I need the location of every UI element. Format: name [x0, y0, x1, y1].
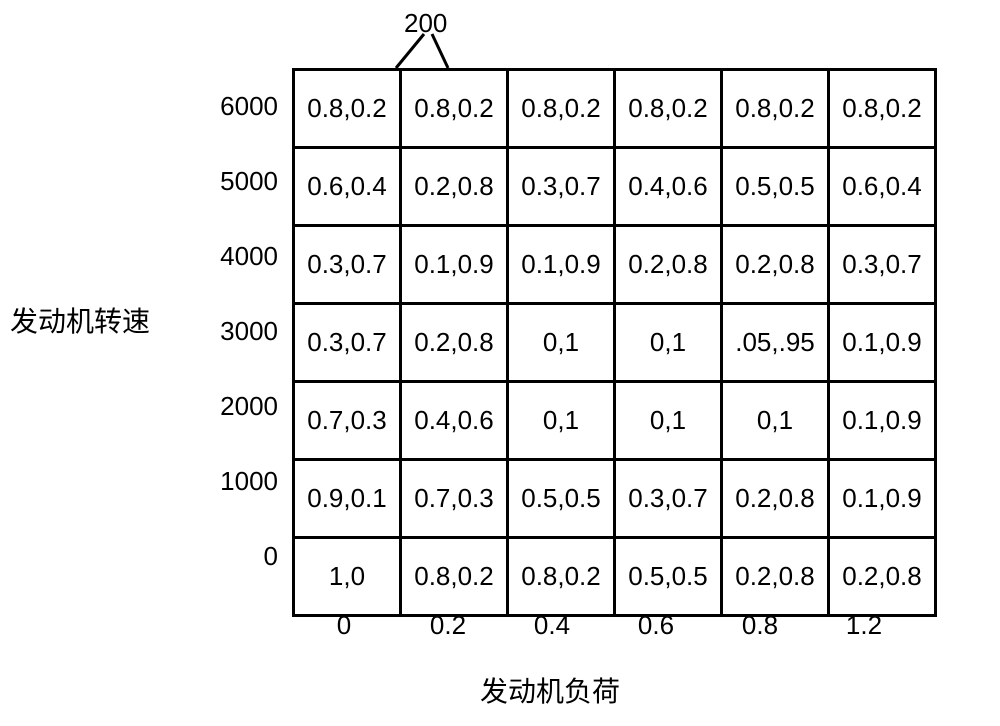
table-cell: 0.9,0.1 [294, 460, 401, 538]
table-cell: 0.4,0.6 [615, 148, 722, 226]
table-cell: 0.3,0.7 [829, 226, 936, 304]
table-cell: 0.5,0.5 [722, 148, 829, 226]
table-cell: 0,1 [722, 382, 829, 460]
table-cell: 0,1 [508, 304, 615, 382]
table-cell: 0.5,0.5 [508, 460, 615, 538]
table-cell: 0.7,0.3 [294, 382, 401, 460]
table-cell: 0,1 [615, 382, 722, 460]
y-tick: 0 [198, 541, 278, 572]
table-cell: 0.8,0.2 [508, 538, 615, 616]
table-cell: 0.8,0.2 [401, 70, 508, 148]
table-cell: 0.6,0.4 [829, 148, 936, 226]
table-cell: 0.1,0.9 [829, 304, 936, 382]
table-cell: 0.8,0.2 [722, 70, 829, 148]
x-axis-title: 发动机负荷 [480, 670, 620, 710]
table-cell: 0.3,0.7 [294, 226, 401, 304]
y-axis-title: 发动机转速 [10, 300, 150, 340]
table-cell: 0.2,0.8 [401, 304, 508, 382]
figure-container: 200 发动机转速 发动机负荷 600050004000300020001000… [0, 0, 1000, 726]
annotation-leader-line [372, 30, 452, 70]
table-cell: 0.1,0.9 [829, 460, 936, 538]
table-cell: 1,0 [294, 538, 401, 616]
y-tick: 6000 [198, 91, 278, 122]
y-tick: 1000 [198, 466, 278, 497]
table-cell: 0.3,0.7 [615, 460, 722, 538]
table-cell: 0.6,0.4 [294, 148, 401, 226]
y-tick: 2000 [198, 391, 278, 422]
y-tick: 4000 [198, 241, 278, 272]
table-cell: 0.2,0.8 [722, 226, 829, 304]
table-cell: 0.8,0.2 [294, 70, 401, 148]
table-cell: 0.2,0.8 [722, 460, 829, 538]
table-cell: 0.1,0.9 [508, 226, 615, 304]
table-cell: 0.2,0.8 [401, 148, 508, 226]
table-cell: 0.4,0.6 [401, 382, 508, 460]
table-cell: .05,.95 [722, 304, 829, 382]
table-cell: 0.7,0.3 [401, 460, 508, 538]
table-cell: 0.2,0.8 [722, 538, 829, 616]
table-cell: 0.8,0.2 [508, 70, 615, 148]
table-cell: 0.2,0.8 [829, 538, 936, 616]
lookup-table: 0.8,0.20.8,0.20.8,0.20.8,0.20.8,0.20.8,0… [292, 68, 937, 617]
table-cell: 0,1 [615, 304, 722, 382]
table-cell: 0.3,0.7 [294, 304, 401, 382]
table-cell: 0.8,0.2 [401, 538, 508, 616]
table-cell: 0.2,0.8 [615, 226, 722, 304]
y-tick: 3000 [198, 316, 278, 347]
y-tick: 5000 [198, 166, 278, 197]
table-cell: 0.8,0.2 [829, 70, 936, 148]
table-cell: 0.8,0.2 [615, 70, 722, 148]
table-cell: 0.5,0.5 [615, 538, 722, 616]
table-cell: 0,1 [508, 382, 615, 460]
table-cell: 0.3,0.7 [508, 148, 615, 226]
table-cell: 0.1,0.9 [401, 226, 508, 304]
table-cell: 0.1,0.9 [829, 382, 936, 460]
